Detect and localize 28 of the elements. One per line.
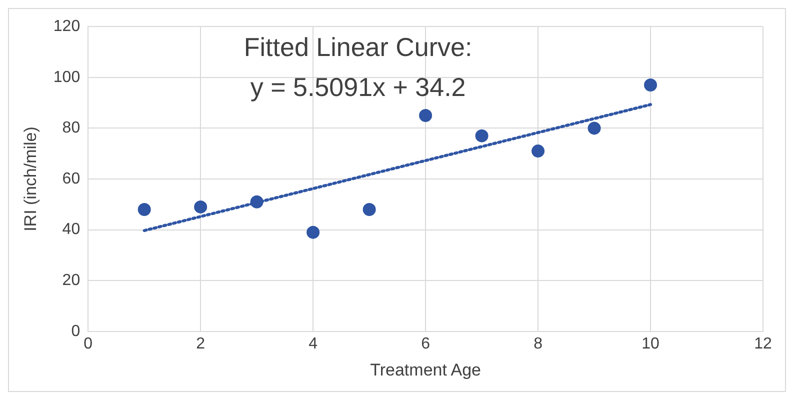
annotation: y = 5.5091x + 34.2 [250, 72, 466, 102]
x-tick-label: 6 [421, 335, 430, 352]
point [475, 129, 488, 142]
point [644, 78, 658, 92]
x-tick-label: 8 [534, 335, 543, 352]
x-tick-label: 10 [642, 335, 660, 352]
point [306, 226, 320, 239]
point [250, 195, 264, 208]
x-tick-label: 0 [84, 335, 93, 352]
y-tick-label: 120 [53, 18, 80, 36]
y-axis-title: IRI (inch/mile) [20, 126, 40, 232]
point [362, 202, 376, 216]
y-tick-label: 20 [62, 272, 80, 290]
point [588, 122, 601, 135]
point [419, 109, 432, 122]
x-tick-label: 12 [754, 335, 772, 352]
y-tick-label: 40 [62, 221, 80, 238]
annotation: Fitted Linear Curve: [244, 32, 472, 62]
point [194, 200, 208, 214]
x-axis-title: Treatment Age [370, 360, 481, 380]
y-tick-label: 100 [53, 68, 80, 86]
y-tick-label: 60 [62, 170, 80, 188]
point [532, 144, 545, 158]
point [138, 202, 151, 216]
y-tick-label: 80 [62, 120, 80, 137]
x-tick-label: 2 [196, 335, 206, 352]
x-tick-label: 4 [308, 335, 318, 352]
y-tick-label: 0 [71, 322, 80, 340]
